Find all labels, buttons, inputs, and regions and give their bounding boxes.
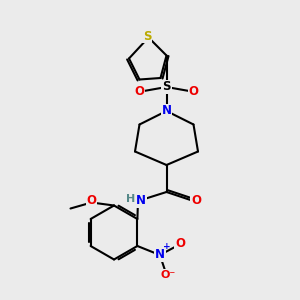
Text: O: O [175, 237, 185, 250]
Text: +: + [163, 242, 170, 251]
Text: O: O [191, 194, 201, 207]
Text: O⁻: O⁻ [161, 269, 176, 280]
Text: N: N [136, 194, 146, 208]
Text: O: O [188, 85, 199, 98]
Text: H: H [126, 194, 135, 204]
Text: S: S [143, 29, 151, 43]
Text: N: N [161, 104, 172, 118]
Text: S: S [162, 80, 171, 94]
Text: O: O [134, 85, 145, 98]
Text: O: O [86, 194, 97, 208]
Text: N: N [155, 248, 165, 262]
